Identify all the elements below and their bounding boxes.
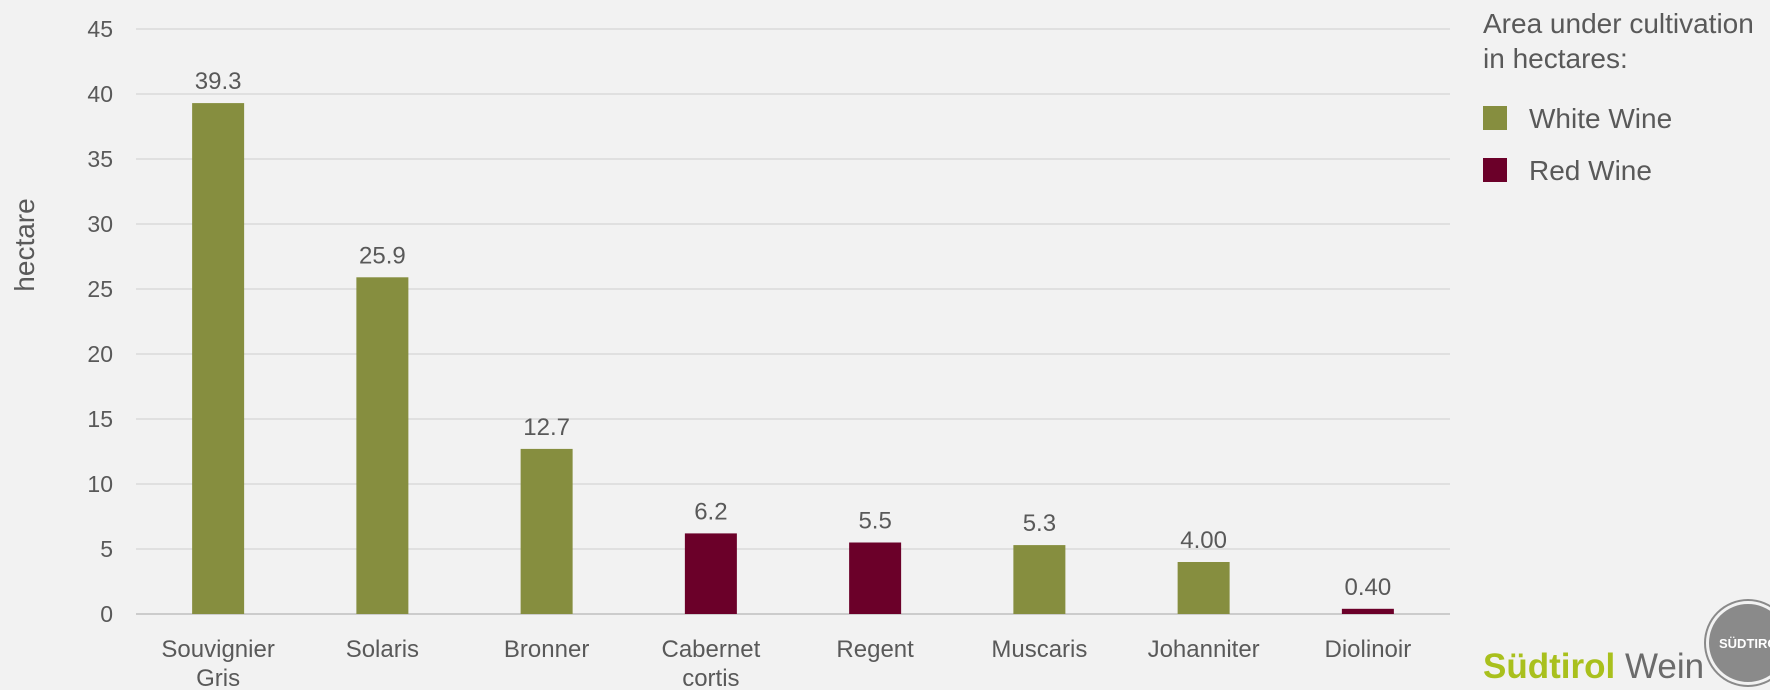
x-tick-label: Muscaris bbox=[991, 636, 1087, 663]
x-tick-label: Cabernet cortis bbox=[662, 636, 761, 690]
bar bbox=[192, 103, 245, 614]
data-label: 5.3 bbox=[1023, 510, 1056, 537]
bar bbox=[520, 448, 573, 614]
y-tick-label: 25 bbox=[87, 276, 113, 302]
legend-title-line: in hectares: bbox=[1483, 43, 1628, 74]
logo-seal-icon: SÜDTIRO bbox=[1706, 601, 1770, 685]
legend-item-red-wine: Red Wine bbox=[1483, 144, 1770, 196]
x-tick-label: Bronner bbox=[504, 636, 589, 663]
y-tick-label: 35 bbox=[87, 146, 113, 172]
y-axis-ticks: 0 5 10 15 20 25 30 35 40 45 bbox=[87, 16, 113, 627]
data-label: 4.00 bbox=[1180, 527, 1227, 554]
logo-text-suedtirol: Südtirol bbox=[1483, 647, 1616, 686]
gridlines bbox=[136, 28, 1450, 615]
x-tick-label: Solaris bbox=[346, 636, 419, 663]
y-tick-label: 10 bbox=[87, 471, 113, 497]
bars bbox=[192, 103, 1394, 614]
bar bbox=[684, 533, 737, 614]
data-label: 0.40 bbox=[1345, 574, 1392, 601]
data-label: 39.3 bbox=[195, 68, 242, 95]
legend: Area under cultivation in hectares: Whit… bbox=[1483, 6, 1770, 196]
data-label: 5.5 bbox=[858, 508, 891, 535]
data-label: 12.7 bbox=[523, 414, 570, 441]
legend-label: Red Wine bbox=[1529, 154, 1652, 186]
y-tick-label: 0 bbox=[100, 601, 113, 627]
y-tick-label: 20 bbox=[87, 341, 113, 367]
data-label: 6.2 bbox=[694, 498, 727, 525]
bar bbox=[849, 542, 902, 614]
legend-title-line: Area under cultivation bbox=[1483, 8, 1754, 39]
bar bbox=[1013, 545, 1066, 614]
legend-swatch-white-wine bbox=[1483, 106, 1507, 130]
bar bbox=[356, 277, 409, 614]
data-labels: 39.3 25.9 12.7 6.2 5.5 5.3 4.00 0.40 bbox=[195, 68, 1391, 601]
legend-label: White Wine bbox=[1529, 102, 1673, 134]
legend-title: Area under cultivation in hectares: bbox=[1483, 6, 1770, 76]
x-tick-label: Johanniter bbox=[1148, 636, 1260, 663]
x-tick-label: Diolinoir bbox=[1325, 636, 1412, 663]
seal-text: SÜDTIRO bbox=[1719, 635, 1770, 651]
x-tick-label: Souvignier Gris bbox=[161, 636, 274, 690]
legend-item-white-wine: White Wine bbox=[1483, 92, 1770, 144]
data-label: 25.9 bbox=[359, 242, 406, 269]
y-tick-label: 5 bbox=[100, 536, 113, 562]
x-axis-labels: Souvignier Gris Solaris Bronner Cabernet cort… bbox=[161, 636, 1411, 690]
y-tick-label: 40 bbox=[87, 81, 113, 107]
legend-swatch-red-wine bbox=[1483, 158, 1507, 182]
suedtirol-wein-logo: Südtirol Wein bbox=[1483, 644, 1770, 690]
y-tick-label: 30 bbox=[87, 211, 113, 237]
x-tick-label: Regent bbox=[836, 636, 914, 663]
y-tick-label: 15 bbox=[87, 406, 113, 432]
bar bbox=[1341, 608, 1394, 614]
bar bbox=[1177, 562, 1230, 614]
y-tick-label: 45 bbox=[87, 16, 113, 42]
logo-text-wein: Wein bbox=[1624, 647, 1705, 686]
y-axis-label: hectare bbox=[9, 198, 40, 291]
